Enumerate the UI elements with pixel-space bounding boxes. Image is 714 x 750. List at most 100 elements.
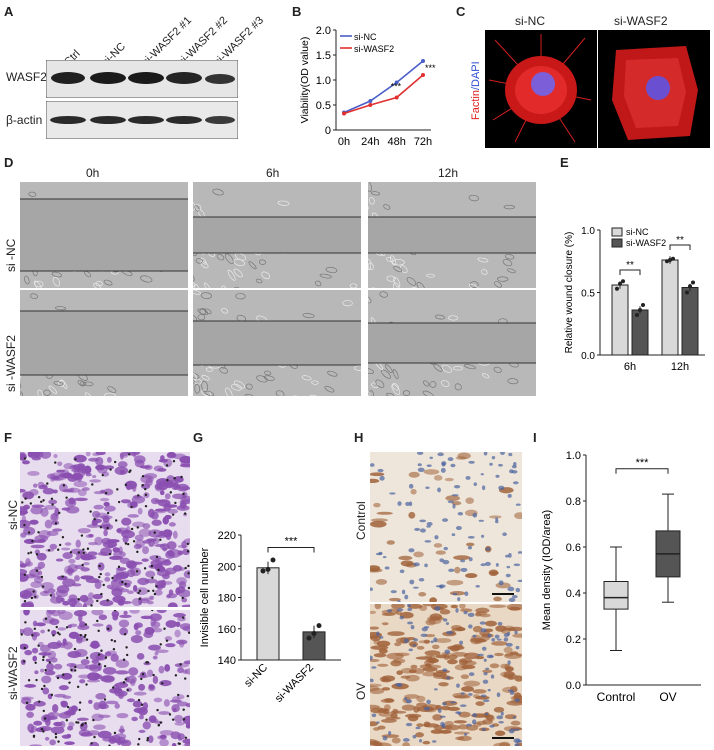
stained-cell [64, 741, 75, 745]
data-point [421, 73, 425, 77]
pore [66, 705, 70, 709]
panel-label-i: I [533, 430, 537, 445]
pore [147, 589, 150, 593]
stained-cell [80, 553, 94, 561]
nucleus [437, 452, 444, 457]
stained-region [444, 477, 454, 482]
cell [200, 292, 213, 299]
stained-cell [68, 721, 75, 728]
stained-cell [116, 713, 129, 719]
cell [34, 280, 44, 288]
stained-cell [37, 481, 45, 488]
nucleus [472, 634, 477, 638]
nucleus [388, 730, 392, 736]
cell [433, 363, 443, 372]
nucleus [446, 630, 454, 635]
nucleus [508, 728, 515, 734]
pore [61, 535, 65, 539]
cell [197, 314, 206, 321]
pore [54, 732, 58, 736]
pore [169, 491, 173, 494]
scratch-row-label-si-nc: si -NC [4, 238, 18, 272]
cell [368, 182, 372, 192]
pore [137, 698, 141, 702]
stained-region [394, 652, 410, 657]
row-label-beta-actin: β-actin [6, 113, 43, 127]
stained-region [376, 640, 391, 647]
cell [52, 277, 61, 287]
nucleus [450, 701, 457, 704]
pore [165, 639, 169, 642]
stained-cell [92, 593, 103, 600]
stained-region [370, 683, 382, 687]
pore [79, 633, 82, 637]
stained-cell [68, 572, 73, 576]
stained-cell [175, 587, 181, 596]
cell [386, 275, 396, 282]
stained-cell [158, 458, 168, 463]
scratch-image-si-WASF2-12h [368, 290, 536, 396]
pore [73, 647, 77, 651]
stained-region [373, 502, 381, 508]
nucleus [401, 589, 406, 595]
nucleus [399, 616, 405, 620]
pore [99, 526, 103, 529]
pore [144, 504, 148, 508]
stained-cell [76, 636, 88, 643]
stained-cell [67, 650, 82, 659]
stained-cell [73, 454, 87, 463]
pore [42, 655, 45, 659]
nucleus [468, 672, 475, 677]
cell [277, 200, 290, 206]
stained-region [370, 568, 383, 573]
data-point [668, 258, 672, 262]
stained-cell [114, 733, 127, 740]
stained-cell [41, 675, 52, 684]
pore [91, 483, 94, 486]
stained-region [472, 694, 480, 699]
pore [151, 610, 154, 612]
pore [50, 693, 54, 697]
stained-cell [73, 480, 88, 488]
nucleus [508, 552, 512, 558]
nucleus [370, 678, 374, 683]
cell [263, 375, 275, 381]
stained-cell [80, 732, 93, 737]
pore [93, 517, 96, 521]
stained-cell [89, 479, 102, 483]
stained-region [410, 664, 418, 669]
cell [392, 369, 399, 380]
cell [84, 270, 92, 278]
cell [194, 205, 200, 212]
stained-region [370, 478, 380, 484]
pore [27, 531, 31, 534]
nucleus [433, 637, 438, 643]
pore [137, 494, 140, 497]
stained-region [488, 604, 507, 608]
nucleus [503, 637, 509, 642]
pore [113, 460, 117, 464]
stained-cell [142, 702, 149, 710]
pore [186, 694, 190, 698]
stained-region [422, 667, 438, 672]
stained-region [408, 511, 416, 519]
cell [20, 379, 22, 389]
stained-cell [49, 739, 56, 746]
cell [392, 259, 405, 266]
stained-cell [26, 711, 35, 718]
pore [35, 678, 38, 682]
stained-cell [144, 627, 155, 635]
nucleus [467, 612, 475, 617]
stained-cell [176, 701, 189, 707]
stained-cell [145, 570, 156, 578]
stained-cell [40, 581, 54, 591]
stained-region [392, 708, 399, 714]
cell [504, 253, 515, 260]
nucleus [481, 646, 487, 651]
nucleus [468, 460, 475, 464]
stained-cell [110, 578, 124, 588]
stained-region [509, 651, 519, 655]
stained-cell [115, 659, 130, 669]
stained-cell [120, 499, 131, 504]
stained-cell [20, 532, 27, 538]
